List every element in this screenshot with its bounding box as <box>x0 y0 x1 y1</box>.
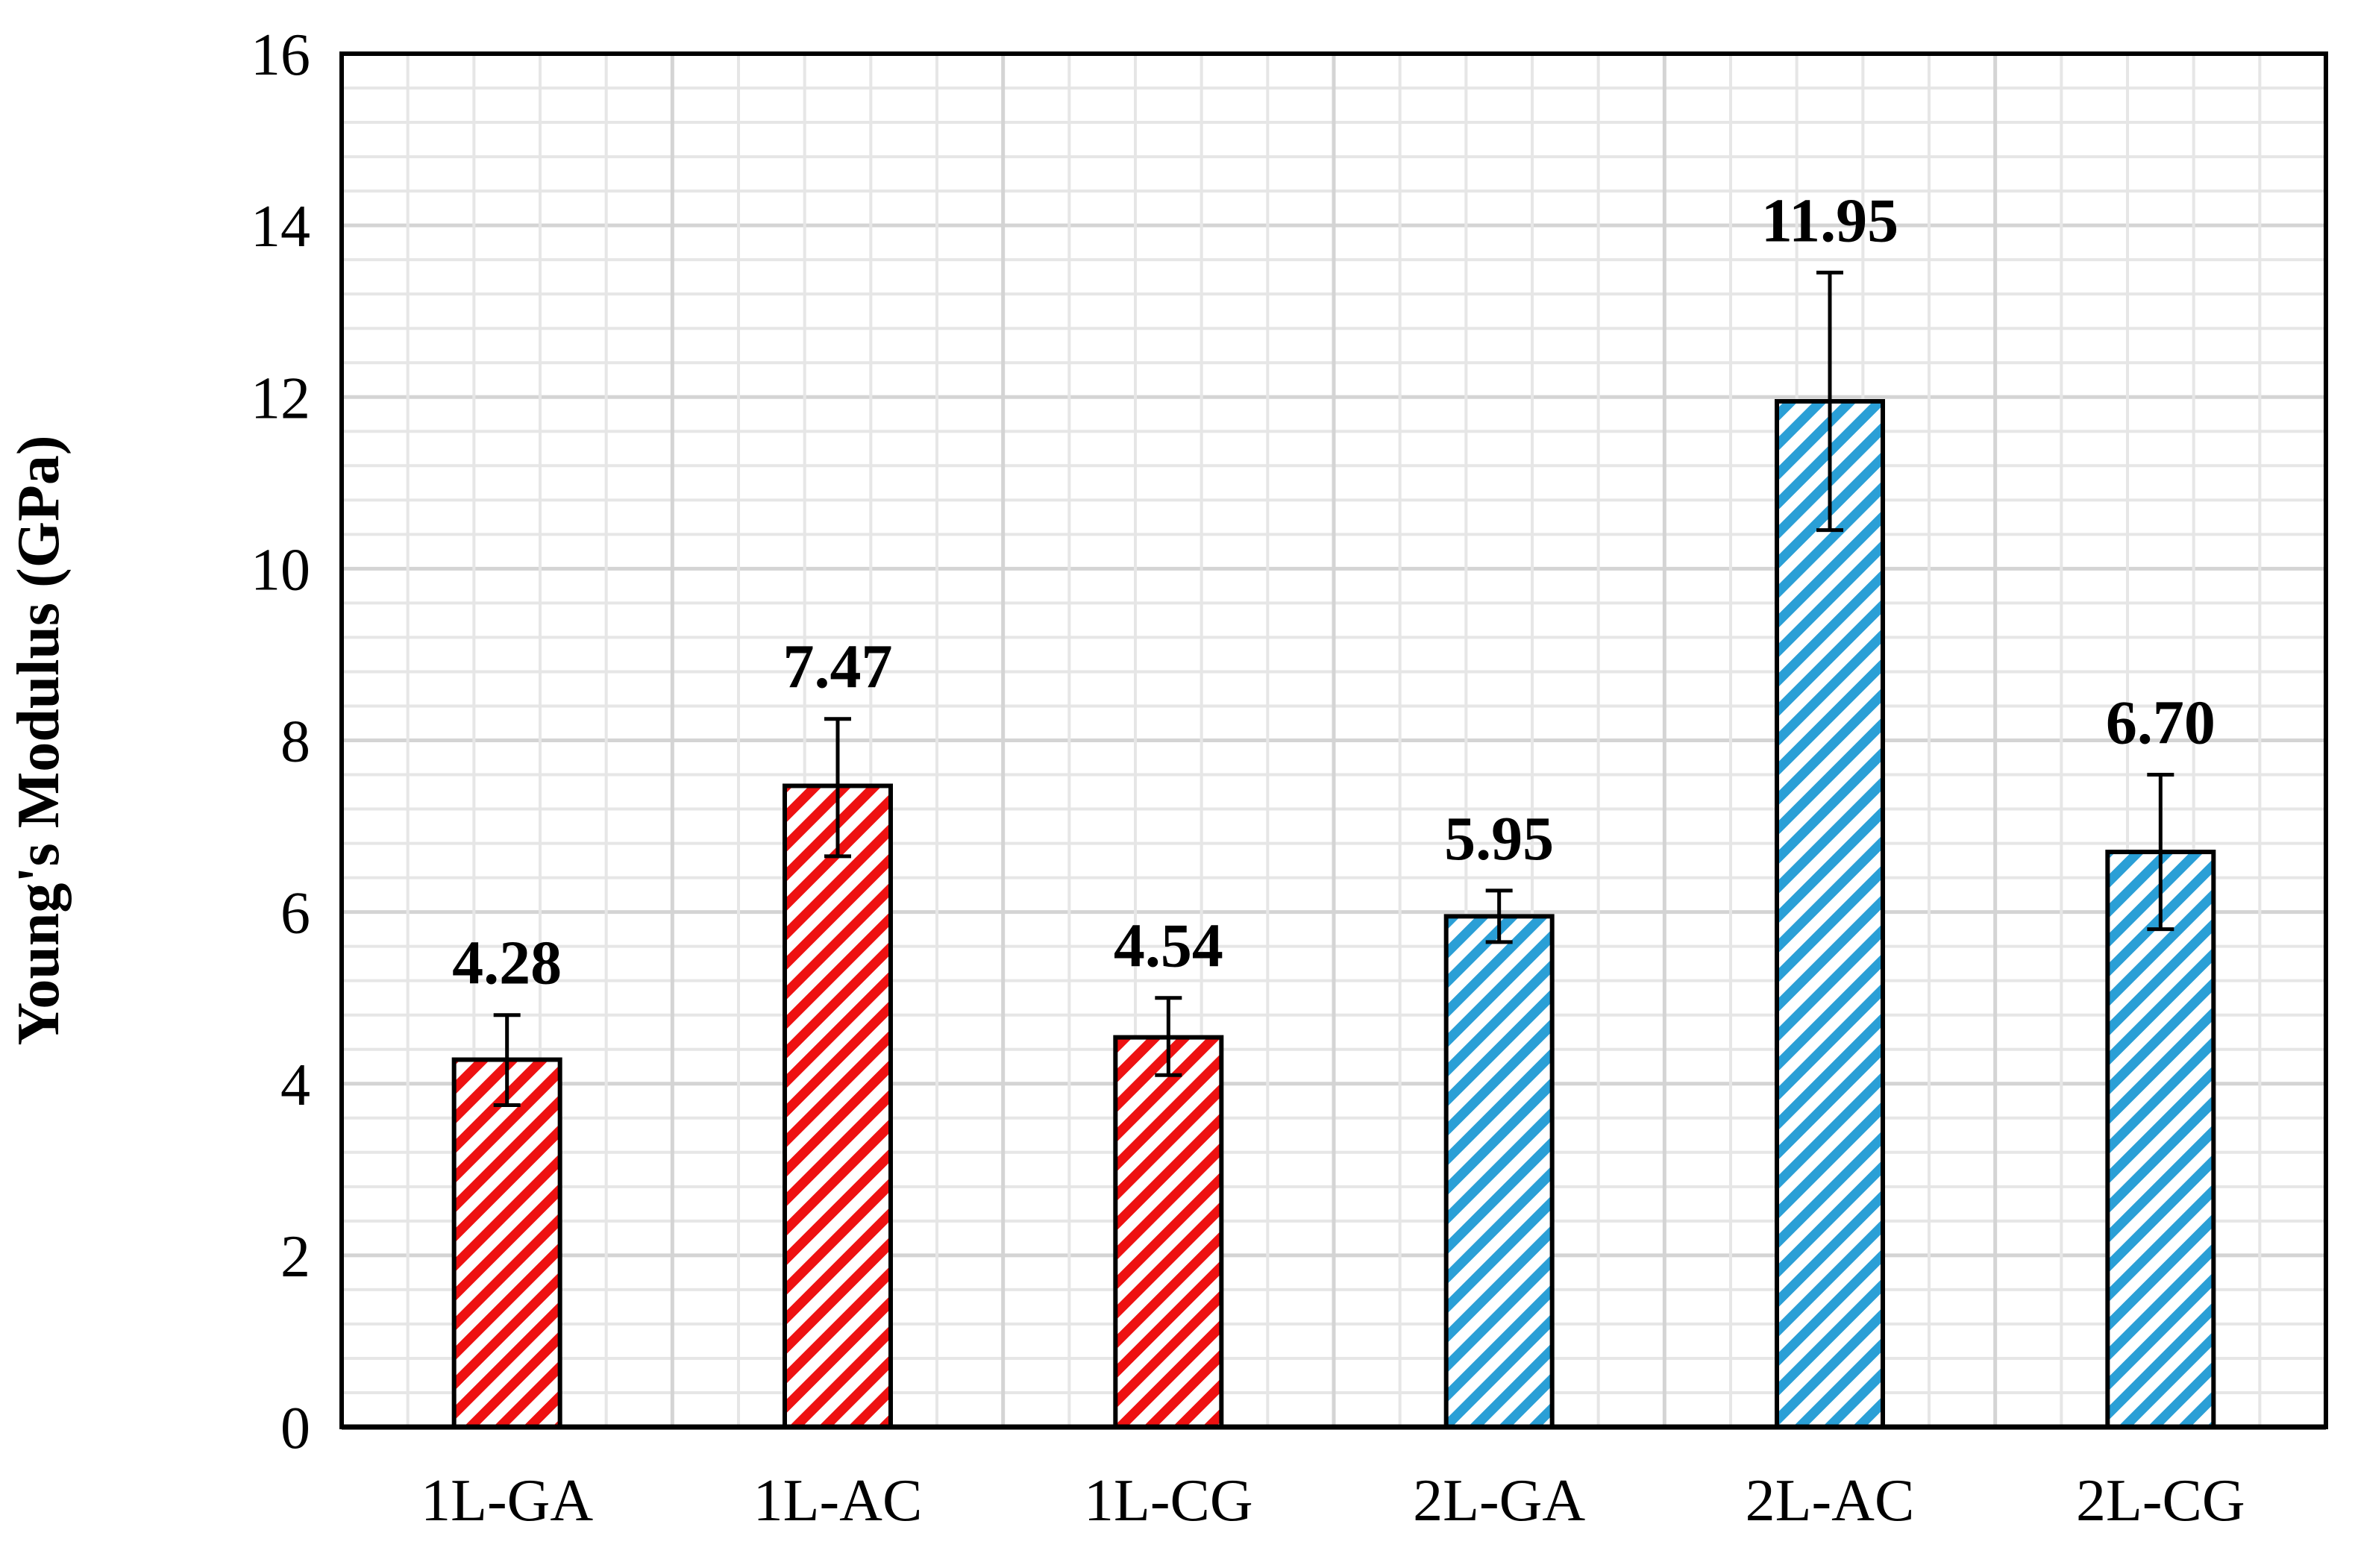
data-label-2l-cg: 6.70 <box>2106 689 2216 758</box>
y-tick-label: 0 <box>280 1396 310 1461</box>
y-tick-label: 16 <box>251 22 310 88</box>
gridlines <box>339 51 2328 1429</box>
error-bars <box>493 270 2174 1108</box>
x-tick-label-2l-cg: 2L-CG <box>2076 1468 2245 1534</box>
y-tick-label: 14 <box>251 194 310 260</box>
data-label-2l-ga: 5.95 <box>1444 804 1554 874</box>
axes: 1L-GA 1L-AC 1L-CG 2L-GA 2L-AC 2L-CG 0 2 4 6 8 10 12 1… <box>251 22 2328 1534</box>
data-label-1l-ac: 7.47 <box>783 633 893 702</box>
bar-2l-ac <box>1775 399 1885 1429</box>
bar-2l-ga <box>1443 914 1555 1430</box>
y-tick-label: 10 <box>251 537 310 603</box>
x-tick-label-2l-ac: 2L-AC <box>1746 1468 1915 1534</box>
data-label-2l-ac: 11.95 <box>1761 186 1898 255</box>
y-tick-label: 6 <box>280 881 310 947</box>
x-tick-label-1l-ac: 1L-AC <box>753 1468 923 1534</box>
bar-2l-cg <box>2105 850 2216 1430</box>
bar-1l-cg <box>1113 1035 1224 1429</box>
x-tick-label-1l-cg: 1L-CG <box>1084 1468 1253 1534</box>
bar-1l-ac <box>783 783 893 1429</box>
y-tick-label: 2 <box>280 1224 310 1290</box>
x-tick-label-1l-ga: 1L-GA <box>421 1468 593 1534</box>
y-tick-label: 4 <box>280 1053 310 1118</box>
y-axis-title: Young's Modulus (GPa) <box>6 436 72 1046</box>
data-label-1l-ga: 4.28 <box>452 929 562 998</box>
bar-1l-ga <box>451 1057 562 1429</box>
y-tick-label: 8 <box>280 709 310 775</box>
x-tick-label-2l-ga: 2L-GA <box>1413 1468 1585 1534</box>
data-label-1l-cg: 4.54 <box>1114 912 1223 981</box>
y-tick-label: 12 <box>251 366 310 431</box>
data-labels: 4.28 7.47 4.54 5.95 11.95 6.70 <box>452 186 2216 997</box>
